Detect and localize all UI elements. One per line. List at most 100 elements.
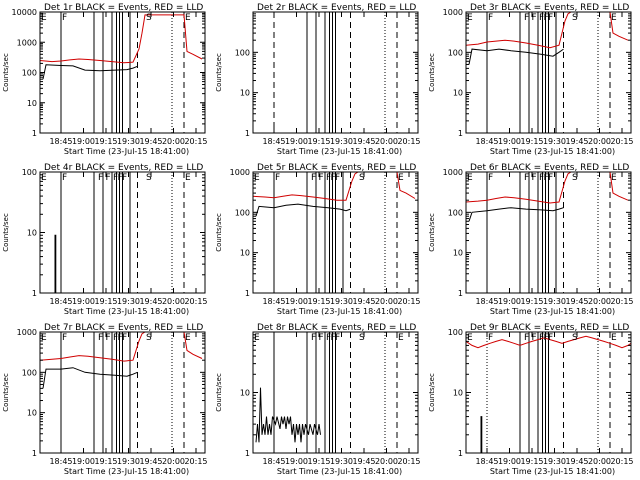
x-tick-label: 19:30 [117,297,140,306]
chart-title: Det 8r BLACK = Events, RED = LLD [257,323,416,333]
events-series-line [54,234,57,293]
event-marker-label: F [326,173,331,183]
y-tick-label: 100 [448,208,463,217]
event-marker-label: E [398,333,404,343]
plot-frame [252,11,419,134]
y-tick-label: 1000 [443,8,463,17]
event-marker-label: F [548,13,553,23]
x-tick-label: 19:45 [352,297,375,306]
x-tick-label: 19:00 [72,137,95,146]
x-tick-label: 19:00 [498,457,521,466]
x-tick-label: 19:45 [139,457,162,466]
event-marker-label: E [467,173,473,183]
y-axis-label: Counts/sec [2,373,10,412]
y-tick-label: 1 [32,129,37,138]
y-tick-label: 1 [245,449,250,458]
y-tick-label: 1000 [443,168,463,177]
y-tick-label: 10 [453,89,463,98]
event-marker-label: F [335,333,340,343]
event-marker-label: F [488,13,493,23]
event-marker-label: E [41,333,47,343]
y-tick-label: 10 [240,389,250,398]
event-marker-label: F [122,173,127,183]
x-tick-label: 20:00 [162,457,185,466]
x-tick-label: 20:00 [162,137,185,146]
x-tick-label: 20:00 [588,297,611,306]
x-tick-label: 19:30 [543,297,566,306]
event-marker-label: E [611,173,617,183]
x-tick-label: 19:45 [139,137,162,146]
x-tick-label: 19:30 [330,457,353,466]
chart-title: Det 7r BLACK = Events, RED = LLD [44,323,203,333]
y-axis-label: Counts/sec [2,213,10,252]
x-tick-label: 19:45 [352,457,375,466]
event-marker-label: F [532,13,537,23]
x-axis-label: Start Time (23-Jul-15 18:41:00) [490,307,615,316]
lld-series-line [40,14,203,64]
lld-series-line [253,172,416,201]
event-marker-label: F [311,173,316,183]
y-tick-label: 10000 [12,8,37,17]
x-tick-label: 19:15 [307,137,330,146]
chart-panel-1: Det 1r BLACK = Events, RED = LLD Counts/s… [2,3,208,156]
event-marker-label: F [335,173,340,183]
x-tick-label: 19:00 [285,137,308,146]
chart-title: Det 6r BLACK = Events, RED = LLD [470,163,629,173]
events-series-line [468,207,564,222]
event-marker-label: S [146,13,152,23]
event-marker-label: S [359,333,365,343]
x-tick-label: 19:00 [285,457,308,466]
x-tick-label: 19:30 [330,297,353,306]
event-marker-label: S [146,333,152,343]
chart-panel-6: Det 6r BLACK = Events, RED = LLD Counts/s… [428,163,634,316]
y-tick-label: 1 [32,289,37,298]
x-tick-label: 20:15 [397,297,420,306]
chart-panel-3: Det 3r BLACK = Events, RED = LLD Counts/s… [428,3,634,156]
x-tick-label: 20:00 [588,137,611,146]
x-tick-label: 19:15 [520,137,543,146]
event-marker-label: F [311,333,316,343]
y-tick-label: 10 [453,389,463,398]
chart-panel-2: Det 2r BLACK = Events, RED = LLD Counts/s… [215,3,421,156]
events-series-line [480,416,483,453]
event-marker-label: E [467,333,473,343]
chart-title: Det 2r BLACK = Events, RED = LLD [257,3,416,13]
event-marker-label: F [544,173,549,183]
event-marker-label: F [548,333,553,343]
x-tick-label: 19:30 [543,137,566,146]
y-axis-label: Counts/sec [215,53,223,92]
y-tick-label: 1000 [17,38,37,47]
event-marker-label: F [118,173,123,183]
x-tick-label: 19:45 [565,297,588,306]
x-axis-label: Start Time (23-Jul-15 18:41:00) [490,467,615,476]
lld-series-line [466,12,629,49]
x-tick-label: 20:15 [610,297,633,306]
x-axis-label: Start Time (23-Jul-15 18:41:00) [64,467,189,476]
event-marker-label: F [122,333,127,343]
event-marker-label: F [62,13,67,23]
y-tick-label: 10 [27,229,37,238]
y-tick-label: 1 [458,289,463,298]
y-tick-label: 10 [240,249,250,258]
x-tick-label: 20:00 [375,297,398,306]
event-marker-label: E [611,13,617,23]
x-axis-label: Start Time (23-Jul-15 18:41:00) [64,307,189,316]
x-tick-label: 20:15 [184,297,207,306]
chart-title: Det 9r BLACK = Events, RED = LLD [470,323,629,333]
x-axis-label: Start Time (23-Jul-15 18:41:00) [277,307,402,316]
x-tick-label: 20:00 [375,137,398,146]
x-tick-label: 20:00 [375,457,398,466]
x-tick-label: 20:15 [184,137,207,146]
events-series-line [255,203,351,217]
x-tick-label: 19:30 [117,137,140,146]
event-marker-label: E [41,173,47,183]
plot-frame [465,171,632,294]
x-tick-label: 19:00 [498,297,521,306]
event-marker-label: F [548,173,553,183]
x-tick-label: 19:15 [520,457,543,466]
event-marker-label: F [539,173,544,183]
event-marker-label: F [539,333,544,343]
x-tick-label: 19:15 [94,297,117,306]
events-series-line [42,367,138,389]
event-marker-label: F [275,173,280,183]
